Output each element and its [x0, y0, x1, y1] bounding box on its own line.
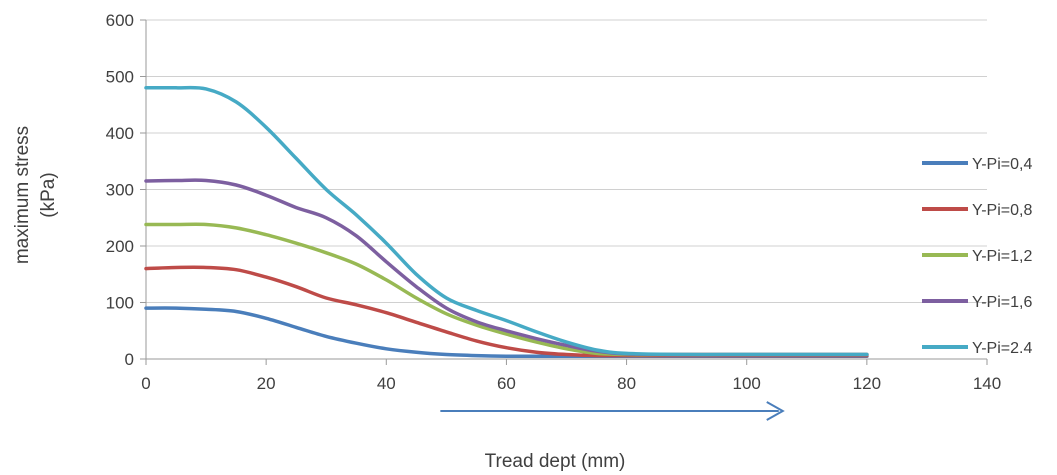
x-tick-label: 60: [497, 374, 516, 393]
series-lines: [144, 85, 869, 358]
y-tick-label: 400: [106, 124, 134, 143]
axes: [140, 19, 988, 365]
series-line-4: [144, 178, 869, 357]
legend-label-4: Y-Pi=1,6: [972, 294, 1032, 311]
x-tick-label: 0: [141, 374, 150, 393]
y-tick-label: 0: [125, 350, 134, 369]
y-tick-label: 300: [106, 181, 134, 200]
series-line-2: [144, 265, 869, 358]
x-tick-label: 100: [733, 374, 761, 393]
legend-label-5: Y-Pi=2.4: [972, 340, 1032, 357]
series-line-3: [144, 222, 869, 357]
gridlines: [146, 19, 987, 303]
y-axis-title-line-2: (kPa): [38, 172, 59, 217]
x-tick-label: 20: [257, 374, 276, 393]
legend-label-1: Y-Pi=0,4: [972, 156, 1032, 173]
tick-labels: 0 100 200 300 400 500 600 0 20 40 60 80 100 120 140: [106, 11, 1002, 393]
series-line-5: [144, 85, 869, 357]
y-tick-label: 200: [106, 237, 134, 256]
annotation-arrow: [440, 401, 785, 421]
y-axis-title-line-1: maximum stress: [12, 126, 33, 264]
y-tick-label: 600: [106, 11, 134, 30]
y-axis-title-group: maximum stress (kPa): [12, 126, 59, 264]
x-tick-label: 140: [973, 374, 1001, 393]
legend-label-2: Y-Pi=0,8: [972, 202, 1032, 219]
arrow-head: [766, 401, 785, 421]
legend-label-3: Y-Pi=1,2: [972, 248, 1032, 265]
y-tick-label: 500: [106, 68, 134, 87]
x-tick-label: 80: [617, 374, 636, 393]
legend: Y-Pi=0,4 Y-Pi=0,8 Y-Pi=1,2 Y-Pi=1,6 Y-Pi=2.4: [922, 156, 1032, 357]
x-axis-title: Tread dept (mm): [485, 451, 626, 472]
x-tick-label: 120: [853, 374, 881, 393]
y-tick-label: 100: [106, 294, 134, 313]
x-tick-label: 40: [377, 374, 396, 393]
